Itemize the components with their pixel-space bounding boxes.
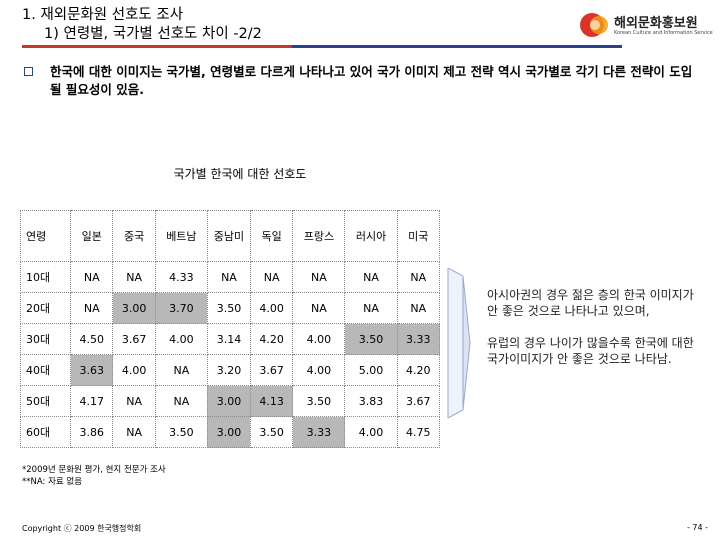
table-header-row: 연령 일본 중국 베트남 중남미 독일 프랑스 러시아 미국 xyxy=(19,210,441,262)
score-cell: 3.00 xyxy=(206,385,251,417)
score-cell: NA xyxy=(344,292,398,324)
kocis-logo: 해외문화홍보원 Korean Culture and Information S… xyxy=(580,8,713,46)
age-group-cell: 40대 xyxy=(19,354,72,386)
header-cell: 미국 xyxy=(396,210,441,262)
score-cell: 4.00 xyxy=(344,416,398,448)
header-cell: 독일 xyxy=(249,210,294,262)
logo-name: 해외문화홍보원 xyxy=(614,16,698,31)
title-line-1: 1. 재외문화원 선호도 조사 xyxy=(22,7,184,23)
age-group-cell: 50대 xyxy=(19,385,72,417)
title-rule-blue xyxy=(292,45,622,48)
title-rule-red xyxy=(22,45,292,48)
page-title: 1. 재외문화원 선호도 조사 1) 연령별, 국가별 선호도 차이 -2/2 xyxy=(22,6,262,44)
page-number: - 74 - xyxy=(686,523,708,532)
score-cell: NA xyxy=(344,261,398,293)
table-row: 30대 4.50 3.67 4.00 3.14 4.20 4.00 3.50 3.33 xyxy=(19,323,441,355)
score-cell: 4.33 xyxy=(154,261,208,293)
score-cell: 4.20 xyxy=(249,323,294,355)
score-cell: 5.00 xyxy=(344,354,398,386)
header-cell: 중남미 xyxy=(206,210,251,262)
right-arrow-icon xyxy=(447,268,471,418)
score-cell: NA xyxy=(396,261,441,293)
score-cell: 3.33 xyxy=(396,323,441,355)
logo-subtitle: Korean Culture and Information Service xyxy=(614,30,713,36)
summary-text: 한국에 대한 이미지는 국가별, 연령별로 다르게 나타나고 있어 국가 이미지… xyxy=(50,64,693,97)
score-cell: 3.50 xyxy=(249,416,294,448)
square-bullet-icon xyxy=(24,67,33,76)
age-group-cell: 30대 xyxy=(19,323,72,355)
score-cell: NA xyxy=(154,354,208,386)
table-row: 50대 4.17 NA NA 3.00 4.13 3.50 3.83 3.67 xyxy=(19,385,441,417)
score-cell: 4.13 xyxy=(249,385,294,417)
score-cell: 4.20 xyxy=(396,354,441,386)
score-cell: NA xyxy=(206,261,251,293)
score-cell: 4.00 xyxy=(292,354,346,386)
table-row: 40대 3.63 4.00 NA 3.20 3.67 4.00 5.00 4.20 xyxy=(19,354,441,386)
score-cell: 3.50 xyxy=(206,292,251,324)
header-cell: 베트남 xyxy=(154,210,208,262)
header-cell: 러시아 xyxy=(344,210,398,262)
score-cell: 3.86 xyxy=(70,416,114,448)
comment-asia: 아시아권의 경우 젊은 층의 한국 이미지가 안 좋은 것으로 나타나고 있으며… xyxy=(487,288,694,318)
age-group-cell: 20대 xyxy=(19,292,72,324)
score-cell: 3.63 xyxy=(70,354,114,386)
score-cell: NA xyxy=(249,261,294,293)
score-cell: 4.50 xyxy=(70,323,114,355)
score-cell: 4.00 xyxy=(249,292,294,324)
score-cell: 3.67 xyxy=(249,354,294,386)
score-cell: NA xyxy=(112,385,156,417)
score-cell: 4.00 xyxy=(154,323,208,355)
score-cell: 3.83 xyxy=(344,385,398,417)
score-cell: 3.20 xyxy=(206,354,251,386)
header-cell: 일본 xyxy=(70,210,114,262)
comment-europe: 유럽의 경우 나이가 많을수록 한국에 대한 국가이미지가 안 좋은 것으로 나… xyxy=(487,336,694,366)
score-cell: 4.17 xyxy=(70,385,114,417)
score-cell: 3.33 xyxy=(292,416,346,448)
header-cell: 프랑스 xyxy=(292,210,346,262)
title-line-2: 1) 연령별, 국가별 선호도 차이 -2/2 xyxy=(44,26,262,42)
age-group-cell: 60대 xyxy=(19,416,72,448)
score-cell: NA xyxy=(292,292,346,324)
preference-table: 연령 일본 중국 베트남 중남미 독일 프랑스 러시아 미국 10대 NA NA 4.… xyxy=(19,210,441,448)
score-cell: 3.67 xyxy=(396,385,441,417)
table-body: 10대 NA NA 4.33 NA NA NA NA NA 20대 NA 3.00 3.70 3.50 4.… xyxy=(19,261,441,448)
score-cell: 4.75 xyxy=(396,416,441,448)
score-cell: NA xyxy=(70,292,114,324)
score-cell: 3.00 xyxy=(112,292,156,324)
score-cell: 3.50 xyxy=(292,385,346,417)
score-cell: NA xyxy=(292,261,346,293)
score-cell: NA xyxy=(112,416,156,448)
score-cell: 4.00 xyxy=(112,354,156,386)
table-row: 60대 3.86 NA 3.50 3.00 3.50 3.33 4.00 4.75 xyxy=(19,416,441,448)
table-caption: 국가별 한국에 대한 선호도 xyxy=(173,167,307,181)
score-cell: 4.00 xyxy=(292,323,346,355)
commentary: 아시아권의 경우 젊은 층의 한국 이미지가 안 좋은 것으로 나타나고 있으며… xyxy=(487,287,697,383)
age-group-cell: 10대 xyxy=(19,261,72,293)
score-cell: NA xyxy=(154,385,208,417)
score-cell: 3.14 xyxy=(206,323,251,355)
table-row: 10대 NA NA 4.33 NA NA NA NA NA xyxy=(19,261,441,293)
score-cell: 3.50 xyxy=(344,323,398,355)
score-cell: NA xyxy=(70,261,114,293)
score-cell: NA xyxy=(396,292,441,324)
table-notes: *2009년 문화원 평가, 현지 전문가 조사 **NA: 자료 없음 xyxy=(22,464,166,488)
score-cell: 3.70 xyxy=(154,292,208,324)
copyright: Copyright ⓒ 2009 한국행정학회 xyxy=(22,524,142,533)
score-cell: 3.00 xyxy=(206,416,251,448)
score-cell: NA xyxy=(112,261,156,293)
score-cell: 3.50 xyxy=(154,416,208,448)
score-cell: 3.67 xyxy=(112,323,156,355)
logo-mark-icon xyxy=(580,13,608,37)
header-cell: 중국 xyxy=(112,210,156,262)
source-note: *2009년 문화원 평가, 현지 전문가 조사 xyxy=(22,465,166,475)
na-note: **NA: 자료 없음 xyxy=(22,477,83,487)
header-cell: 연령 xyxy=(19,210,72,262)
table-row: 20대 NA 3.00 3.70 3.50 4.00 NA NA NA xyxy=(19,292,441,324)
